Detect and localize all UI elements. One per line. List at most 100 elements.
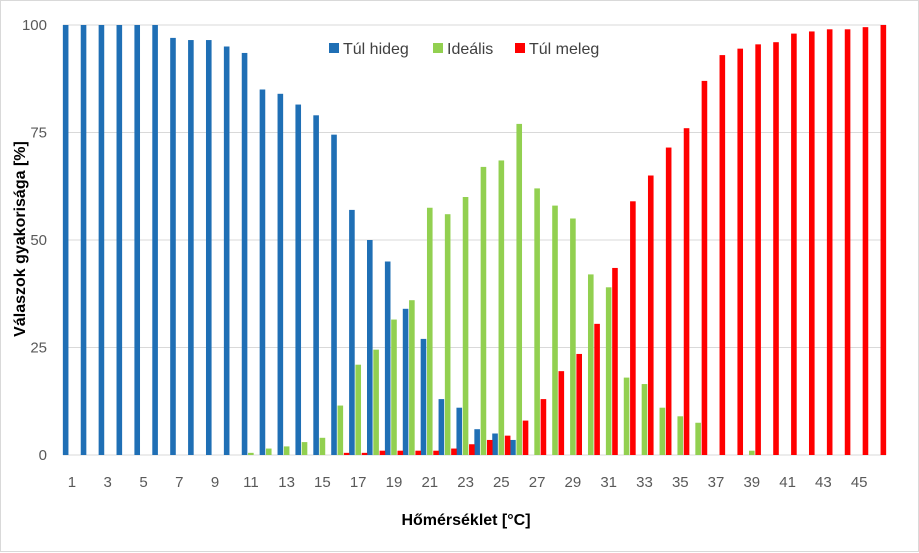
bar-ideális-11 xyxy=(248,452,254,455)
bar-ideális-31 xyxy=(605,287,612,455)
bar-túl-hideg-11 xyxy=(241,52,248,455)
bar-ideális-22 xyxy=(444,214,451,455)
bar-túl-hideg-8 xyxy=(188,40,194,456)
bar-túl-meleg-21 xyxy=(433,450,439,455)
bar-ideális-32 xyxy=(623,377,630,455)
bar-túl-meleg-25 xyxy=(504,435,511,455)
x-tick-label: 3 xyxy=(104,474,112,491)
legend-label: Túl hideg xyxy=(343,41,409,58)
bar-ideális-27 xyxy=(534,188,540,455)
x-tick-label: 45 xyxy=(851,474,868,491)
x-tick-label: 39 xyxy=(743,474,760,491)
bar-ideális-33 xyxy=(641,384,648,455)
bars xyxy=(62,25,887,456)
bar-túl-meleg-18 xyxy=(379,450,386,455)
bar-túl-meleg-33 xyxy=(647,175,654,455)
bar-ideális-16 xyxy=(337,405,344,455)
x-tick-label: 21 xyxy=(421,474,438,491)
x-tick-label: 9 xyxy=(211,474,219,491)
bar-túl-hideg-1 xyxy=(62,25,69,455)
bar-ideális-39 xyxy=(749,450,755,455)
bar-ideális-23 xyxy=(462,197,469,455)
bar-túl-hideg-9 xyxy=(205,40,212,456)
bar-túl-hideg-25 xyxy=(492,433,498,455)
y-tick-label: 0 xyxy=(39,447,47,464)
x-tick-label: 15 xyxy=(314,474,331,491)
bar-túl-meleg-22 xyxy=(451,448,457,455)
legend-swatch xyxy=(329,43,339,53)
bar-túl-meleg-20 xyxy=(415,450,421,455)
bar-ideális-18 xyxy=(373,349,379,455)
bar-túl-hideg-2 xyxy=(80,25,87,455)
bar-ideális-19 xyxy=(391,319,397,455)
y-tick-label: 50 xyxy=(30,232,47,249)
bar-ideális-20 xyxy=(409,300,415,455)
bar-túl-meleg-35 xyxy=(683,128,690,455)
bar-ideális-12 xyxy=(265,448,272,455)
bar-túl-meleg-24 xyxy=(486,439,493,455)
bar-túl-meleg-45 xyxy=(862,27,869,456)
bar-túl-hideg-21 xyxy=(420,338,427,455)
x-tick-label: 19 xyxy=(386,474,403,491)
bar-ideális-17 xyxy=(355,364,362,455)
bar-túl-hideg-3 xyxy=(98,25,105,455)
bar-túl-meleg-30 xyxy=(594,323,600,455)
x-tick-label: 35 xyxy=(672,474,689,491)
bar-túl-meleg-44 xyxy=(844,29,851,456)
bar-túl-hideg-24 xyxy=(474,429,480,455)
bar-túl-meleg-26 xyxy=(522,420,529,455)
gridlines xyxy=(63,24,886,456)
bar-túl-meleg-17 xyxy=(361,452,368,455)
bar-túl-meleg-29 xyxy=(576,353,582,455)
bar-ideális-24 xyxy=(480,166,487,455)
x-tick-label: 41 xyxy=(779,474,796,491)
bar-túl-hideg-19 xyxy=(384,261,391,455)
bar-ideális-28 xyxy=(552,205,558,455)
bar-túl-meleg-37 xyxy=(719,55,726,455)
bar-ideális-14 xyxy=(301,442,308,455)
x-tick-label: 7 xyxy=(175,474,183,491)
x-tick-label: 43 xyxy=(815,474,832,491)
legend-label: Ideális xyxy=(447,41,493,58)
x-tick-label: 1 xyxy=(68,474,76,491)
bar-túl-meleg-39 xyxy=(755,44,761,455)
y-tick-label: 25 xyxy=(30,340,47,357)
x-axis-title: Hőmérséklet [°C] xyxy=(401,512,530,529)
bar-túl-meleg-40 xyxy=(773,42,779,455)
y-tick-labels: 0 25 50 75 100 xyxy=(22,17,47,464)
bar-túl-meleg-36 xyxy=(701,80,708,456)
bar-túl-hideg-6 xyxy=(152,25,158,455)
bar-ideális-36 xyxy=(695,422,701,455)
legend-swatch xyxy=(433,43,443,53)
bar-túl-meleg-28 xyxy=(558,371,565,455)
bar-túl-hideg-20 xyxy=(402,308,409,455)
bar-túl-hideg-18 xyxy=(367,240,373,455)
bar-túl-meleg-46 xyxy=(880,25,887,455)
bar-ideális-29 xyxy=(570,218,576,455)
bar-túl-meleg-23 xyxy=(469,444,475,455)
legend-swatch xyxy=(515,43,525,53)
bar-túl-meleg-27 xyxy=(540,399,547,455)
bar-túl-hideg-15 xyxy=(313,115,319,456)
bar-túl-meleg-31 xyxy=(612,267,618,455)
legend: Túl hideg Ideális Túl meleg xyxy=(329,41,599,58)
bar-túl-meleg-16 xyxy=(343,452,350,455)
bar-túl-hideg-17 xyxy=(349,209,355,455)
bar-túl-hideg-4 xyxy=(116,25,123,455)
bar-túl-hideg-22 xyxy=(438,399,445,455)
x-tick-label: 33 xyxy=(636,474,653,491)
x-tick-label: 37 xyxy=(708,474,725,491)
y-axis-title: Válaszok gyakorisága [%] xyxy=(12,141,29,337)
x-tick-label: 5 xyxy=(139,474,147,491)
legend-label: Túl meleg xyxy=(529,41,599,58)
x-tick-label: 11 xyxy=(243,474,259,491)
bar-ideális-25 xyxy=(498,160,505,455)
bar-túl-meleg-42 xyxy=(808,31,815,455)
bar-túl-meleg-41 xyxy=(791,33,797,455)
bar-túl-hideg-14 xyxy=(295,104,302,456)
bar-túl-hideg-23 xyxy=(456,407,463,455)
x-tick-label: 25 xyxy=(493,474,510,491)
y-tick-label: 75 xyxy=(30,125,47,142)
